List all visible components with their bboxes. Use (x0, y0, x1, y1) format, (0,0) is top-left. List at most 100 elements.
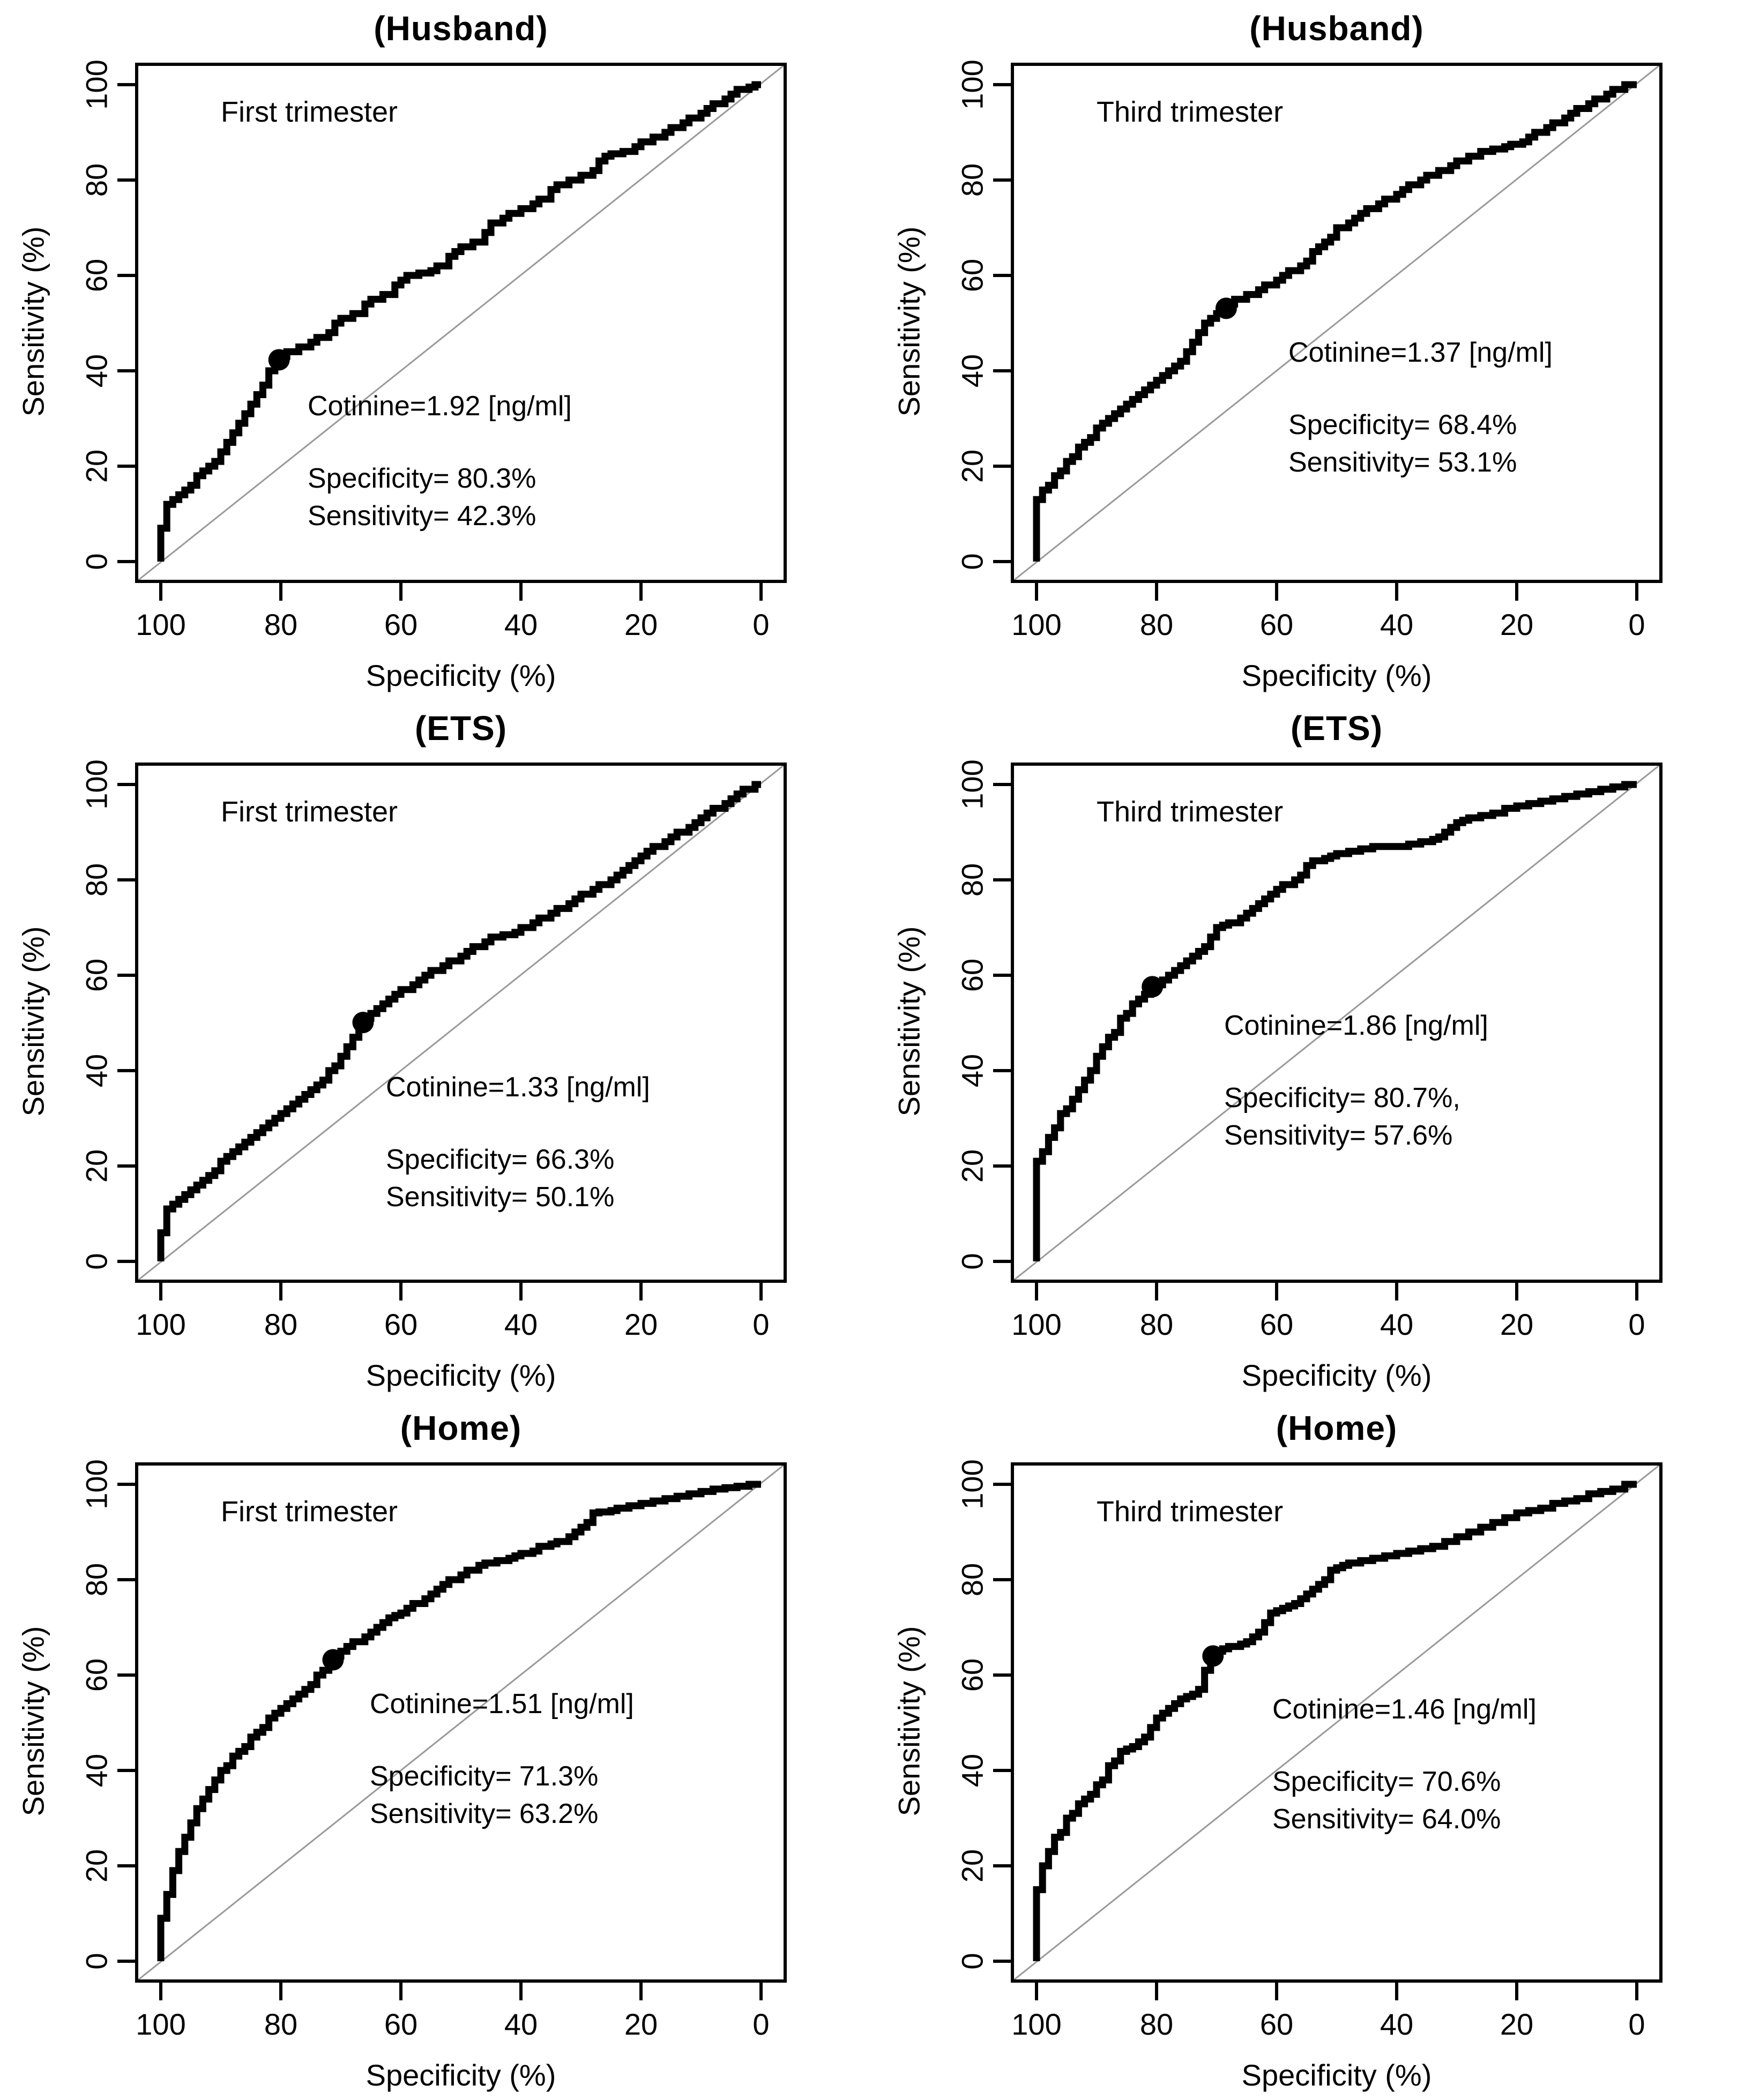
y-tick-label: 60 (956, 959, 989, 992)
y-tick-label: 20 (956, 450, 989, 483)
panel-title: (ETS) (414, 709, 508, 748)
x-tick-label: 20 (624, 2007, 658, 2041)
cutoff-point-dot (1215, 297, 1237, 319)
x-axis-title: Specificity (%) (366, 1358, 556, 1392)
roc-curve-path (157, 781, 761, 1261)
x-tick-label: 0 (752, 1307, 769, 1341)
x-tick-label: 100 (136, 2007, 185, 2041)
annotation-cotinine: Cotinine=1.33 [ng/ml] (386, 1072, 650, 1103)
roc-curve-path (157, 81, 761, 562)
y-tick-label: 80 (956, 1563, 989, 1596)
y-tick-label: 20 (956, 1149, 989, 1183)
panel-subtitle: Third trimester (1097, 1496, 1284, 1528)
y-tick-label: 80 (80, 863, 114, 896)
y-tick-label: 60 (956, 259, 989, 292)
panel-subtitle: First trimester (221, 796, 398, 828)
x-tick-label: 20 (1500, 1307, 1533, 1341)
x-tick-label: 60 (1260, 608, 1293, 641)
y-tick-label: 0 (80, 553, 114, 570)
x-tick-label: 100 (136, 1307, 185, 1341)
x-tick-label: 60 (1260, 1307, 1293, 1341)
x-tick-label: 80 (264, 2007, 297, 2041)
y-tick-label: 0 (956, 1953, 989, 1969)
x-tick-label: 40 (1380, 608, 1413, 641)
x-tick-label: 40 (504, 608, 538, 641)
plot-box (1011, 63, 1662, 583)
y-tick-label: 40 (80, 1054, 114, 1087)
roc-curve-path (1033, 1481, 1637, 1961)
x-tick-label: 20 (624, 1307, 658, 1341)
panel-title: (Home) (400, 1409, 522, 1447)
diagonal-reference-line (136, 63, 786, 582)
y-tick-label: 20 (80, 1149, 114, 1183)
roc-panel-husband-first: 100 80 60 40 20 0 0 20 40 60 80 100 (Husband) First… (0, 0, 876, 700)
annotation-specificity: Specificity= 80.3% (308, 463, 536, 494)
roc-curve-path (1033, 81, 1637, 562)
roc-panel-husband-third: 100 80 60 40 20 0 0 20 40 60 80 100 (Husband) Third… (876, 0, 1751, 700)
x-tick-label: 80 (1140, 1307, 1173, 1341)
y-tick-label: 100 (956, 59, 989, 109)
annotation-sensitivity: Sensitivity= 63.2% (370, 1798, 599, 1829)
roc-panel-ets-third: 100 80 60 40 20 0 0 20 40 60 80 100 (ETS) Third tri… (876, 700, 1751, 1400)
y-axis-title: Sensitivity (%) (892, 926, 926, 1117)
plot-box (135, 63, 787, 583)
annotation-sensitivity: Sensitivity= 42.3% (308, 500, 536, 532)
x-axis-title: Specificity (%) (1241, 659, 1432, 692)
y-tick-label: 0 (80, 1253, 114, 1269)
roc-panel-home-third: 100 80 60 40 20 0 0 20 40 60 80 100 (Home) Third tr… (876, 1400, 1751, 2099)
x-tick-label: 80 (1140, 608, 1173, 641)
roc-panel-home-first: 100 80 60 40 20 0 0 20 40 60 80 100 (Home) First tr… (0, 1400, 876, 2099)
x-tick-label: 100 (1011, 608, 1061, 641)
y-tick-label: 100 (80, 1459, 114, 1509)
x-tick-label: 80 (1140, 2007, 1173, 2041)
annotation-sensitivity: Sensitivity= 64.0% (1272, 1804, 1501, 1835)
annotation-cotinine: Cotinine=1.92 [ng/ml] (308, 391, 572, 422)
plot-box (1011, 1462, 1662, 1983)
x-tick-label: 20 (1500, 608, 1533, 641)
diagonal-reference-line (136, 1463, 786, 1982)
x-tick-label: 60 (384, 608, 418, 641)
annotation-specificity: Specificity= 70.6% (1272, 1766, 1501, 1797)
y-axis-title: Sensitivity (%) (892, 226, 926, 417)
x-tick-label: 40 (504, 1307, 538, 1341)
cutoff-point-dot (1202, 1645, 1224, 1667)
y-tick-label: 20 (80, 450, 114, 483)
annotation-specificity: Specificity= 68.4% (1288, 409, 1517, 440)
x-tick-label: 0 (1628, 2007, 1645, 2041)
cutoff-point-dot (268, 349, 290, 371)
x-tick-label: 100 (136, 608, 185, 641)
y-tick-label: 100 (956, 759, 989, 809)
annotation-sensitivity: Sensitivity= 50.1% (386, 1182, 615, 1213)
diagonal-reference-line (1012, 763, 1661, 1282)
x-tick-label: 20 (624, 608, 658, 641)
y-tick-label: 0 (956, 1253, 989, 1269)
x-tick-label: 100 (1011, 1307, 1061, 1341)
y-tick-label: 80 (80, 163, 114, 197)
y-tick-label: 60 (80, 959, 114, 992)
diagonal-reference-line (136, 763, 786, 1282)
x-tick-label: 60 (384, 2007, 418, 2041)
x-tick-label: 0 (1628, 1307, 1645, 1341)
y-tick-label: 0 (956, 553, 989, 570)
x-tick-label: 40 (1380, 1307, 1413, 1341)
cutoff-point-dot (322, 1649, 344, 1671)
x-tick-label: 60 (384, 1307, 418, 1341)
panel-subtitle: Third trimester (1097, 96, 1284, 128)
x-tick-label: 40 (504, 2007, 538, 2041)
y-tick-label: 100 (80, 759, 114, 809)
roc-chart-svg: 100 80 60 40 20 0 0 20 40 60 80 100 (956, 759, 1662, 1341)
roc-chart-svg: 100 80 60 40 20 0 0 20 40 60 80 100 (80, 59, 787, 641)
roc-chart-svg: 100 80 60 40 20 0 0 20 40 60 80 100 (956, 1459, 1662, 2041)
y-tick-label: 100 (956, 1459, 989, 1509)
annotation-sensitivity: Sensitivity= 57.6% (1224, 1120, 1453, 1151)
panel-title: (ETS) (1290, 709, 1383, 748)
y-tick-label: 60 (956, 1658, 989, 1692)
annotation-cotinine: Cotinine=1.37 [ng/ml] (1288, 337, 1553, 368)
roc-chart-svg: 100 80 60 40 20 0 0 20 40 60 80 100 (956, 59, 1662, 641)
plot-box (1011, 763, 1662, 1283)
y-tick-label: 40 (956, 1054, 989, 1087)
y-tick-label: 80 (956, 163, 989, 197)
diagonal-reference-line (1012, 1463, 1661, 1982)
x-axis-title: Specificity (%) (366, 659, 556, 692)
